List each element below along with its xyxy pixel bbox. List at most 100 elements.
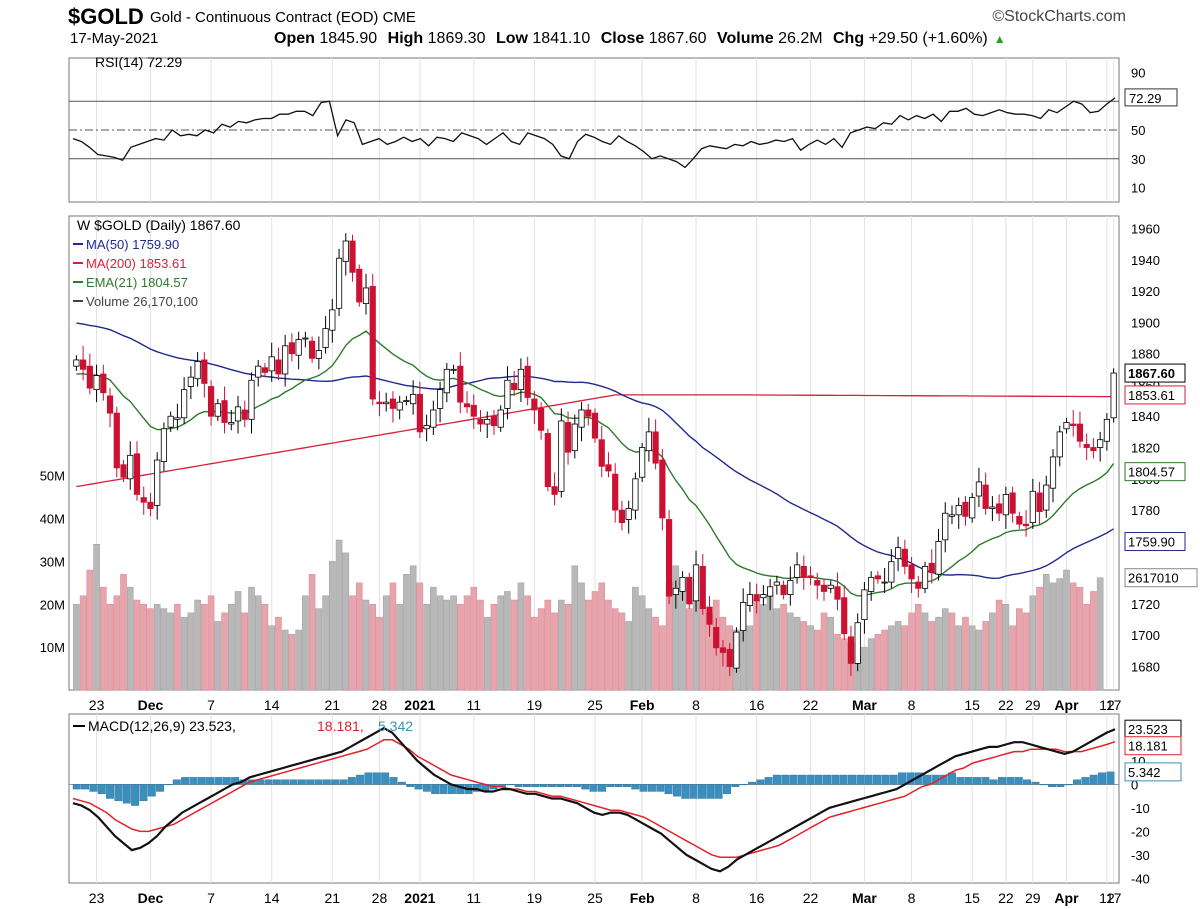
candle-body — [349, 240, 356, 273]
macd-histogram-bar — [631, 784, 640, 790]
volume-bar — [1009, 625, 1016, 691]
candle-body — [187, 376, 194, 387]
copyright[interactable]: ©StockCharts.com — [992, 8, 1126, 25]
candle-body — [73, 359, 80, 367]
volume-bar — [477, 599, 484, 691]
volume-bar — [645, 608, 653, 691]
macd-histogram-bar — [614, 784, 623, 787]
rsi-title: RSI(14) 72.29 — [95, 54, 182, 70]
volume-bar — [638, 595, 646, 691]
legend-label: EMA(21) 1804.57 — [86, 275, 188, 290]
candle-body — [154, 459, 161, 506]
macd-histogram-bar — [397, 781, 406, 785]
volume-bar — [349, 595, 356, 691]
macd-histogram-bar — [572, 784, 581, 787]
volume-bar — [813, 629, 821, 691]
candle-body — [692, 564, 700, 602]
volume-bar — [941, 608, 949, 691]
macd-histogram-bar — [1056, 784, 1065, 787]
volume-bar — [881, 629, 888, 691]
price-x-tick-label: 22 — [998, 697, 1014, 713]
candle-body — [282, 345, 289, 375]
macd-histogram-bar — [314, 779, 323, 785]
candle-body — [470, 404, 477, 417]
candle-body — [868, 576, 875, 592]
volume-bar — [753, 599, 760, 691]
macd-histogram-bar — [589, 784, 598, 792]
candle-body — [618, 509, 626, 524]
macd-x-tick-label: 16 — [749, 890, 765, 906]
macd-x-tick-label: 2021 — [404, 890, 435, 906]
macd-x-tick-label: 7 — [207, 890, 215, 906]
macd-x-tick-label: 29 — [1025, 890, 1041, 906]
candle-body — [484, 418, 491, 425]
candle-body — [659, 459, 666, 519]
volume-bar — [1056, 578, 1064, 691]
macd-legend-hist: 5.342 — [378, 718, 413, 734]
volume-bar — [578, 582, 585, 691]
macd-histogram-bar — [539, 784, 548, 787]
candle-body — [309, 340, 316, 359]
volume-bar — [1069, 582, 1077, 691]
rsi-tick-label: 90 — [1131, 65, 1145, 80]
volume-bar — [915, 604, 922, 691]
volume-bar — [840, 638, 848, 691]
macd-histogram-bar — [164, 784, 173, 786]
volume-bar — [194, 599, 201, 691]
volume-bar — [1036, 586, 1043, 691]
candle-body — [140, 497, 147, 503]
volume-bar — [430, 586, 437, 691]
candle-body — [1036, 492, 1043, 513]
candle-body — [430, 409, 437, 428]
up-arrow-icon: ▲ — [993, 32, 1006, 46]
volume-bar — [153, 604, 161, 691]
volume-bar — [807, 625, 814, 691]
candle-body — [544, 433, 551, 488]
close-label: Close — [600, 30, 645, 47]
candle-body — [538, 408, 545, 431]
candle-body — [369, 285, 376, 400]
macd-signal-line — [72, 739, 1116, 858]
price-x-tick-label: 8 — [908, 697, 916, 713]
candle-body — [376, 401, 383, 405]
volume-bar — [968, 625, 976, 691]
macd-histogram-bar — [748, 781, 756, 785]
price-x-tick-label: 29 — [1025, 697, 1041, 713]
candle-body — [881, 581, 888, 584]
candle-body — [706, 606, 713, 625]
legend-label: MA(200) 1853.61 — [86, 256, 186, 271]
price-x-tick-label: 22 — [803, 697, 819, 713]
macd-histogram-bar — [814, 774, 823, 785]
volume-bar — [544, 599, 552, 691]
macd-histogram-bar — [414, 784, 423, 790]
volume-bar — [686, 608, 693, 691]
volume-bar — [834, 634, 841, 691]
volume-bar — [329, 561, 336, 691]
candle-body — [807, 575, 814, 578]
price-x-tick-label: Apr — [1054, 697, 1079, 713]
candle-body — [329, 309, 336, 331]
volume-bar — [888, 625, 895, 691]
price-x-tick-label: 14 — [264, 697, 280, 713]
candle-body — [288, 342, 295, 355]
macd-histogram-bar — [431, 784, 440, 795]
macd-x-tick-label: 8 — [908, 890, 916, 906]
macd-x-tick-label: 12 — [1099, 890, 1115, 906]
macd-histogram-bar — [281, 779, 290, 785]
macd-histogram-bar — [873, 774, 881, 785]
volume-bar — [450, 595, 457, 691]
macd-x-tick-label: 17 — [1106, 890, 1122, 906]
candle-body — [106, 395, 114, 414]
macd-histogram-bar — [147, 784, 156, 797]
candle-body — [322, 328, 329, 348]
volume-bar — [962, 616, 969, 691]
macd-histogram-bar — [1081, 777, 1090, 785]
macd-histogram-bar — [839, 774, 848, 785]
macd-histogram-bar — [723, 784, 731, 795]
open-label: Open — [274, 30, 315, 47]
volume-bar — [558, 599, 565, 691]
volume-bar — [504, 591, 511, 691]
price-last-badge — [1124, 385, 1186, 405]
chg-value: +29.50 (+1.60%) — [868, 30, 988, 47]
price-x-tick-label: 16 — [749, 697, 765, 713]
